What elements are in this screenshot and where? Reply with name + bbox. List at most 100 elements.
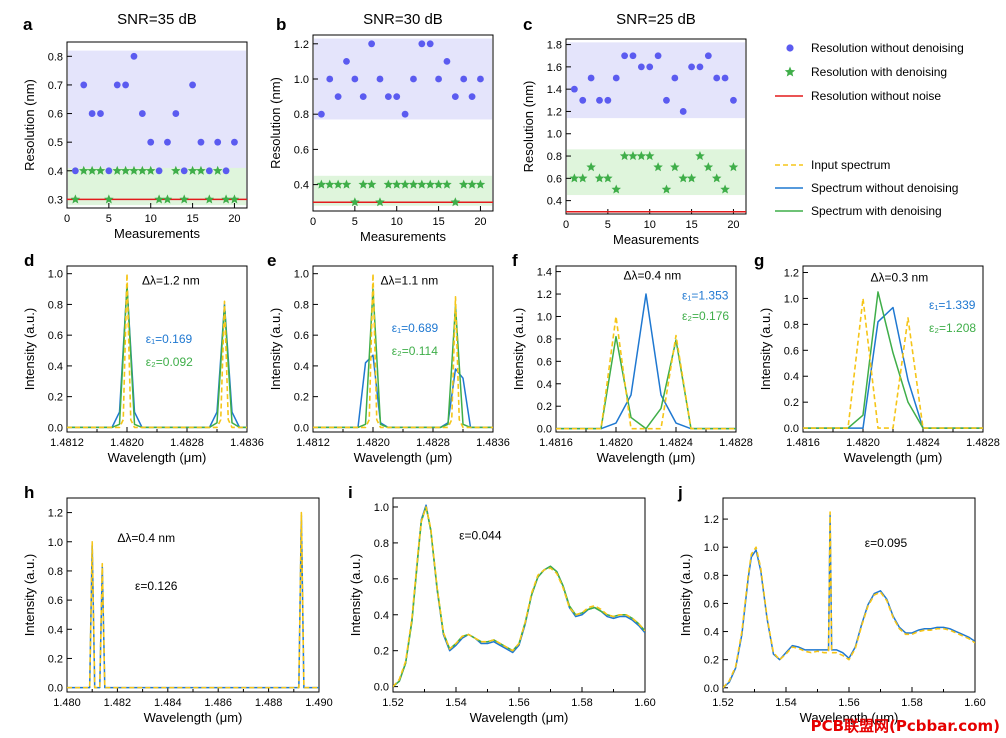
noisy-dot xyxy=(172,110,180,117)
annotation: ε₁=1.353 xyxy=(682,289,729,303)
series-blue xyxy=(723,514,975,689)
annotation: ε₁=0.169 xyxy=(146,332,193,346)
denoised-star xyxy=(358,179,368,189)
noisy-dot xyxy=(205,167,213,175)
plot-area xyxy=(393,504,645,688)
denoised-star xyxy=(636,151,647,161)
legend-label: Resolution with denoising xyxy=(811,65,947,79)
noisy-dot xyxy=(713,74,721,82)
x-tick-label: 1.4812 xyxy=(50,437,84,449)
noisy-dot xyxy=(629,52,637,60)
y-tick-label: 0.2 xyxy=(374,646,389,658)
x-tick-label: 1.56 xyxy=(838,697,859,709)
panel-letter: f xyxy=(512,251,518,270)
y-tick-label: 1.0 xyxy=(374,502,389,514)
noisy-dot xyxy=(351,75,359,83)
noisy-dot xyxy=(88,110,96,117)
noisy-dot xyxy=(435,75,442,83)
panel-e: 1.4812 1.4820 1.4828 1.4836 0.0 0.2 0.4 0.6 0.8 1… xyxy=(267,251,510,465)
denoised-star xyxy=(577,173,588,183)
y-tick-label: 0.8 xyxy=(704,570,719,582)
noisy-dot xyxy=(122,81,130,89)
denoised-star xyxy=(179,194,189,204)
denoised-star xyxy=(695,151,705,161)
y-tick-label: 0.8 xyxy=(48,51,63,63)
x-axis-label: Measurements xyxy=(114,226,200,241)
noisy-dot xyxy=(587,74,595,82)
x-tick-label: 0 xyxy=(64,213,70,225)
x-tick-label: 1.4824 xyxy=(906,437,940,449)
x-tick-label: 20 xyxy=(474,216,486,228)
panel-letter: a xyxy=(23,15,33,34)
x-tick-label: 1.4820 xyxy=(846,437,880,449)
series-blue xyxy=(67,514,319,689)
x-axis-label: Wavelength (μm) xyxy=(354,450,453,465)
y-tick-label: 0.0 xyxy=(294,422,309,434)
panel-i: 1.52 1.54 1.56 1.58 1.60 0.0 0.2 0.4 0.6 0.8 1.0 Wa… xyxy=(348,483,656,725)
y-axis-label: Intensity (a.u.) xyxy=(511,308,526,390)
y-tick-label: 1.0 xyxy=(704,542,719,554)
y-tick-label: 0.3 xyxy=(48,194,63,206)
x-tick-label: 1.60 xyxy=(964,697,985,709)
y-tick-label: 0.4 xyxy=(294,361,309,373)
denoised-star xyxy=(204,194,215,204)
noisy-dot xyxy=(604,96,612,104)
y-tick-label: 1.2 xyxy=(48,508,63,520)
denoised-star xyxy=(720,184,730,194)
annotation: ε=0.126 xyxy=(135,579,178,593)
noisy-dot xyxy=(343,58,350,65)
x-axis-label: Measurements xyxy=(613,232,699,247)
y-tick-label: 0.2 xyxy=(48,392,63,404)
legend-label: Input spectrum xyxy=(811,158,890,172)
legend-label: Spectrum without denoising xyxy=(811,181,958,195)
plot-area xyxy=(313,40,493,207)
plot-frame xyxy=(565,38,747,215)
noisy-dot xyxy=(71,167,79,175)
y-tick-label: 1.0 xyxy=(294,269,309,281)
x-tick-label: 1.4820 xyxy=(110,437,144,449)
denoised-star xyxy=(628,151,638,161)
annotation: ε₂=0.092 xyxy=(146,355,193,369)
denoised-star xyxy=(171,165,181,175)
panel-title: SNR=35 dB xyxy=(117,11,197,28)
y-tick-label: 1.4 xyxy=(547,84,562,96)
denoised-star xyxy=(619,151,630,161)
x-tick-label: 1.58 xyxy=(901,697,922,709)
noisy-dot xyxy=(180,167,188,175)
plot-area xyxy=(67,272,247,429)
annotation: ε=0.044 xyxy=(459,528,502,542)
x-tick-label: 15 xyxy=(186,213,198,225)
y-tick-label: 0.0 xyxy=(374,682,389,694)
y-tick-label: 0.2 xyxy=(48,653,63,665)
y-tick-label: 0.8 xyxy=(48,299,63,311)
denoised-star xyxy=(137,165,148,175)
x-tick-label: 15 xyxy=(432,216,444,228)
noisy-dot xyxy=(596,96,603,104)
y-tick-label: 0.0 xyxy=(784,423,799,435)
noisy-dot xyxy=(155,167,163,175)
noisy-dot xyxy=(696,63,704,71)
denoised-star xyxy=(375,197,385,207)
y-tick-label: 0.8 xyxy=(294,299,309,311)
noisy-dot xyxy=(663,96,670,104)
denoised-star xyxy=(458,179,469,189)
noisy-dot xyxy=(97,110,104,117)
annotation: ε₁=1.339 xyxy=(929,298,976,312)
annotation: ε₂=0.176 xyxy=(682,309,729,323)
panel-letter: c xyxy=(523,15,532,34)
y-tick-label: 0.0 xyxy=(48,683,63,695)
series-dash xyxy=(556,315,736,430)
x-tick-label: 1.4828 xyxy=(416,437,450,449)
denoised-star xyxy=(653,162,663,172)
denoised-star xyxy=(212,165,223,175)
x-tick-label: 1.4824 xyxy=(659,437,693,449)
x-tick-label: 1.4828 xyxy=(170,437,204,449)
y-axis-label: Intensity (a.u.) xyxy=(678,554,693,636)
noisy-dot xyxy=(231,138,238,146)
y-tick-label: 0.4 xyxy=(784,371,799,383)
noisy-dot xyxy=(579,96,587,104)
noisy-dot xyxy=(164,138,171,146)
denoised-star xyxy=(569,173,580,183)
denoised-star xyxy=(703,162,714,172)
